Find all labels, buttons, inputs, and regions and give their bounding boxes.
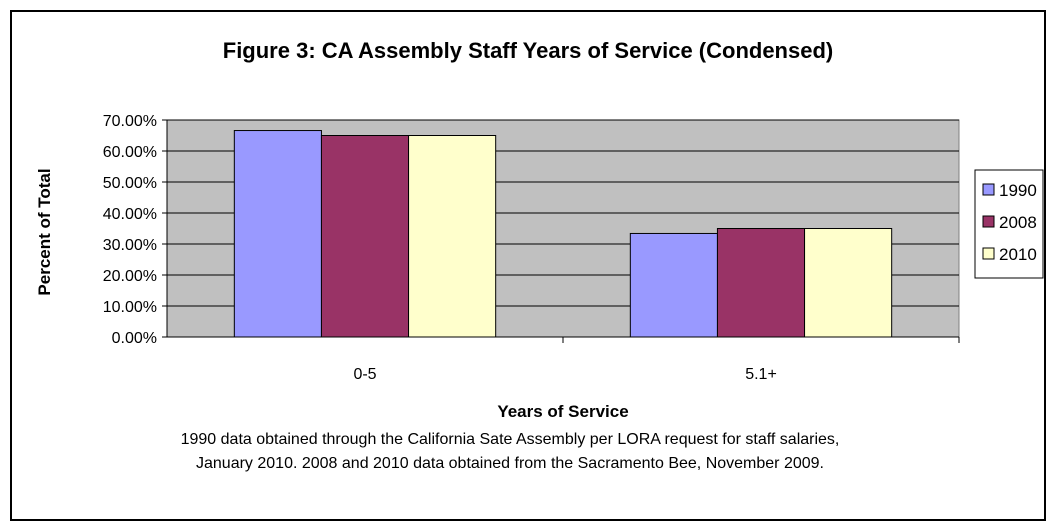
bar-2010-5.1+ [804, 228, 893, 338]
y-tick-label: 50.00% [103, 175, 157, 192]
y-axis-title: Percent of Total [35, 168, 54, 295]
y-tick-label: 20.00% [103, 268, 157, 285]
bar-2008-5.1+ [716, 228, 806, 338]
bar-2008-0-5 [320, 135, 410, 338]
chart-title: Figure 3: CA Assembly Staff Years of Ser… [222, 38, 834, 63]
legend-label-2008: 2008 [999, 213, 1037, 232]
legend-swatch-2010 [982, 247, 995, 260]
bar-2010-0-5 [408, 135, 497, 338]
legend-label-1990: 1990 [999, 181, 1037, 200]
x-tick-label: 5.1+ [745, 366, 777, 383]
bar-1990-0-5 [233, 130, 322, 338]
x-tick-label: 0-5 [353, 366, 376, 383]
legend-swatch-1990 [982, 183, 995, 196]
bar-1990-5.1+ [629, 232, 718, 338]
legend-label-2010: 2010 [999, 245, 1037, 264]
source-note: 1990 data obtained through the Californi… [180, 431, 840, 472]
y-tick-label: 10.00% [103, 299, 157, 316]
legend-swatch-2008 [982, 215, 995, 228]
y-tick-label: 30.00% [103, 237, 157, 254]
x-axis-title: Years of Service [497, 402, 628, 421]
y-tick-label: 70.00% [103, 113, 157, 130]
y-tick-label: 60.00% [103, 144, 157, 161]
y-tick-label: 40.00% [103, 206, 157, 223]
y-tick-label: 0.00% [112, 330, 157, 347]
